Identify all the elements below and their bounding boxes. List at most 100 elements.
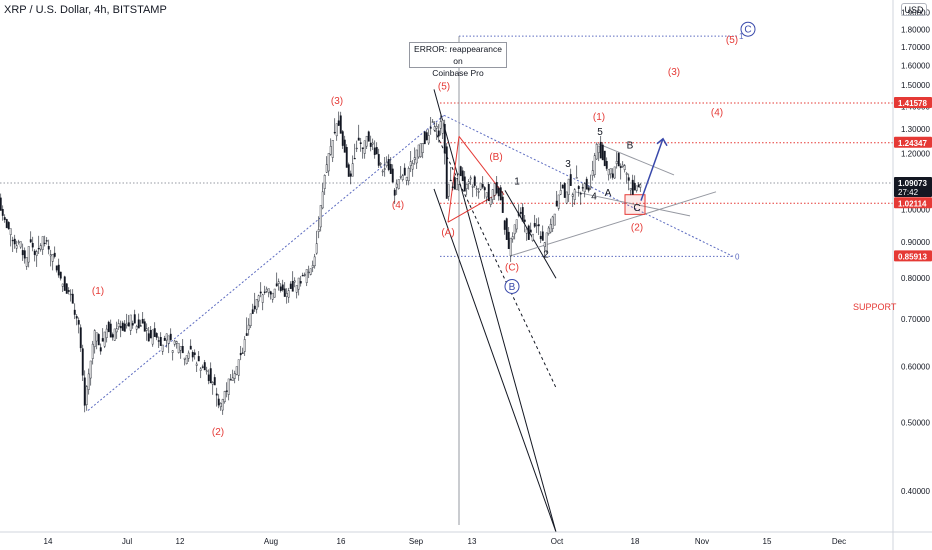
candle-body xyxy=(307,271,310,274)
candle-body xyxy=(0,197,2,211)
candle-body xyxy=(639,184,642,188)
candle-body xyxy=(141,318,144,324)
candle-body xyxy=(157,340,160,342)
y-tick-label: 0.80000 xyxy=(901,274,930,283)
candle-body xyxy=(293,280,296,283)
candle-body xyxy=(249,313,252,326)
candle-body xyxy=(291,281,294,292)
candle-body xyxy=(351,163,354,177)
candle-body xyxy=(415,149,418,164)
candle-body xyxy=(519,211,522,214)
candle-body xyxy=(113,328,116,341)
candle-body xyxy=(503,220,506,230)
candle-body xyxy=(597,145,600,153)
triangle-upper xyxy=(597,143,675,176)
candle-body xyxy=(67,290,70,292)
candle-body xyxy=(441,119,444,134)
y-tick-label: 1.60000 xyxy=(901,61,930,70)
candle-body xyxy=(371,142,374,145)
wave-label: C xyxy=(633,203,640,214)
wave-label: (2) xyxy=(212,427,224,438)
candle-body xyxy=(579,193,582,195)
channel-line-mid xyxy=(433,128,557,388)
candle-body xyxy=(123,323,126,332)
wave-label: A xyxy=(605,188,612,199)
candle-body xyxy=(565,191,568,204)
candle-body xyxy=(327,153,330,172)
candle-body xyxy=(361,147,364,149)
candle-body xyxy=(285,293,288,297)
candle-body xyxy=(111,334,114,338)
wave-label: (B) xyxy=(489,152,502,163)
candle-body xyxy=(15,245,18,249)
candle-body xyxy=(587,187,590,191)
candle-body xyxy=(243,339,246,352)
candle-body xyxy=(97,334,100,346)
candle-body xyxy=(135,325,138,330)
candle-body xyxy=(25,257,28,267)
candle-body xyxy=(445,146,448,199)
candle-body xyxy=(303,274,306,276)
candle-body xyxy=(627,177,630,181)
candle-body xyxy=(369,142,372,147)
x-tick-label: 12 xyxy=(176,537,185,546)
forecast-arrow xyxy=(640,138,664,201)
candle-body xyxy=(287,290,290,298)
candle-body xyxy=(367,131,370,142)
candle-body xyxy=(49,254,52,257)
candle-body xyxy=(525,228,528,234)
candle-body xyxy=(447,184,450,197)
candle-body xyxy=(313,256,316,267)
candle-body xyxy=(569,174,572,186)
candle-body xyxy=(529,229,532,233)
candle-body xyxy=(43,242,46,244)
candle-body xyxy=(591,170,594,176)
horizontal-levels: 10 xyxy=(0,32,893,261)
candle-body xyxy=(459,166,462,177)
candle-body xyxy=(315,243,318,254)
candle-body xyxy=(247,324,250,330)
currency-badge[interactable]: USD xyxy=(901,3,927,16)
candle-body xyxy=(1,209,4,216)
candle-body xyxy=(55,265,58,271)
candle-body xyxy=(35,251,38,256)
candle-body xyxy=(305,269,308,283)
x-tick-label: Aug xyxy=(264,537,278,546)
candle-body xyxy=(611,173,614,178)
candle-body xyxy=(175,341,178,344)
candle-body xyxy=(615,161,618,165)
candle-body xyxy=(561,184,564,189)
candle-body xyxy=(103,331,106,347)
candle-body xyxy=(325,164,328,173)
callout-line-2: Coinbase Pro xyxy=(432,68,484,78)
wave-label: 3 xyxy=(565,159,571,170)
candle-body xyxy=(309,268,312,275)
candle-body xyxy=(63,276,66,291)
candle-body xyxy=(277,281,280,284)
candle-body xyxy=(341,131,344,146)
candle-body xyxy=(105,328,108,338)
candle-body xyxy=(185,355,188,364)
candle-body xyxy=(319,205,322,228)
wave-label: (5) xyxy=(438,81,450,92)
candle-body xyxy=(363,140,366,154)
candle-body xyxy=(555,200,558,207)
candle-body xyxy=(631,179,634,195)
candle-body xyxy=(321,191,324,209)
candle-body xyxy=(251,309,254,314)
candle-body xyxy=(295,285,298,293)
candle-body xyxy=(595,144,598,160)
candle-body xyxy=(73,309,76,315)
candle-body xyxy=(541,231,544,241)
candle-body xyxy=(431,121,434,123)
wave-label: 4 xyxy=(591,191,597,202)
candle-body xyxy=(279,286,282,291)
candle-body xyxy=(417,144,420,158)
candle-body xyxy=(571,194,574,197)
wave-label: (3) xyxy=(331,96,343,107)
symbol-title[interactable]: XRP / U.S. Dollar, 4h, BITSTAMP xyxy=(4,4,167,16)
candle-body xyxy=(209,368,212,384)
candle-body xyxy=(173,340,176,345)
candle-body xyxy=(77,320,80,325)
